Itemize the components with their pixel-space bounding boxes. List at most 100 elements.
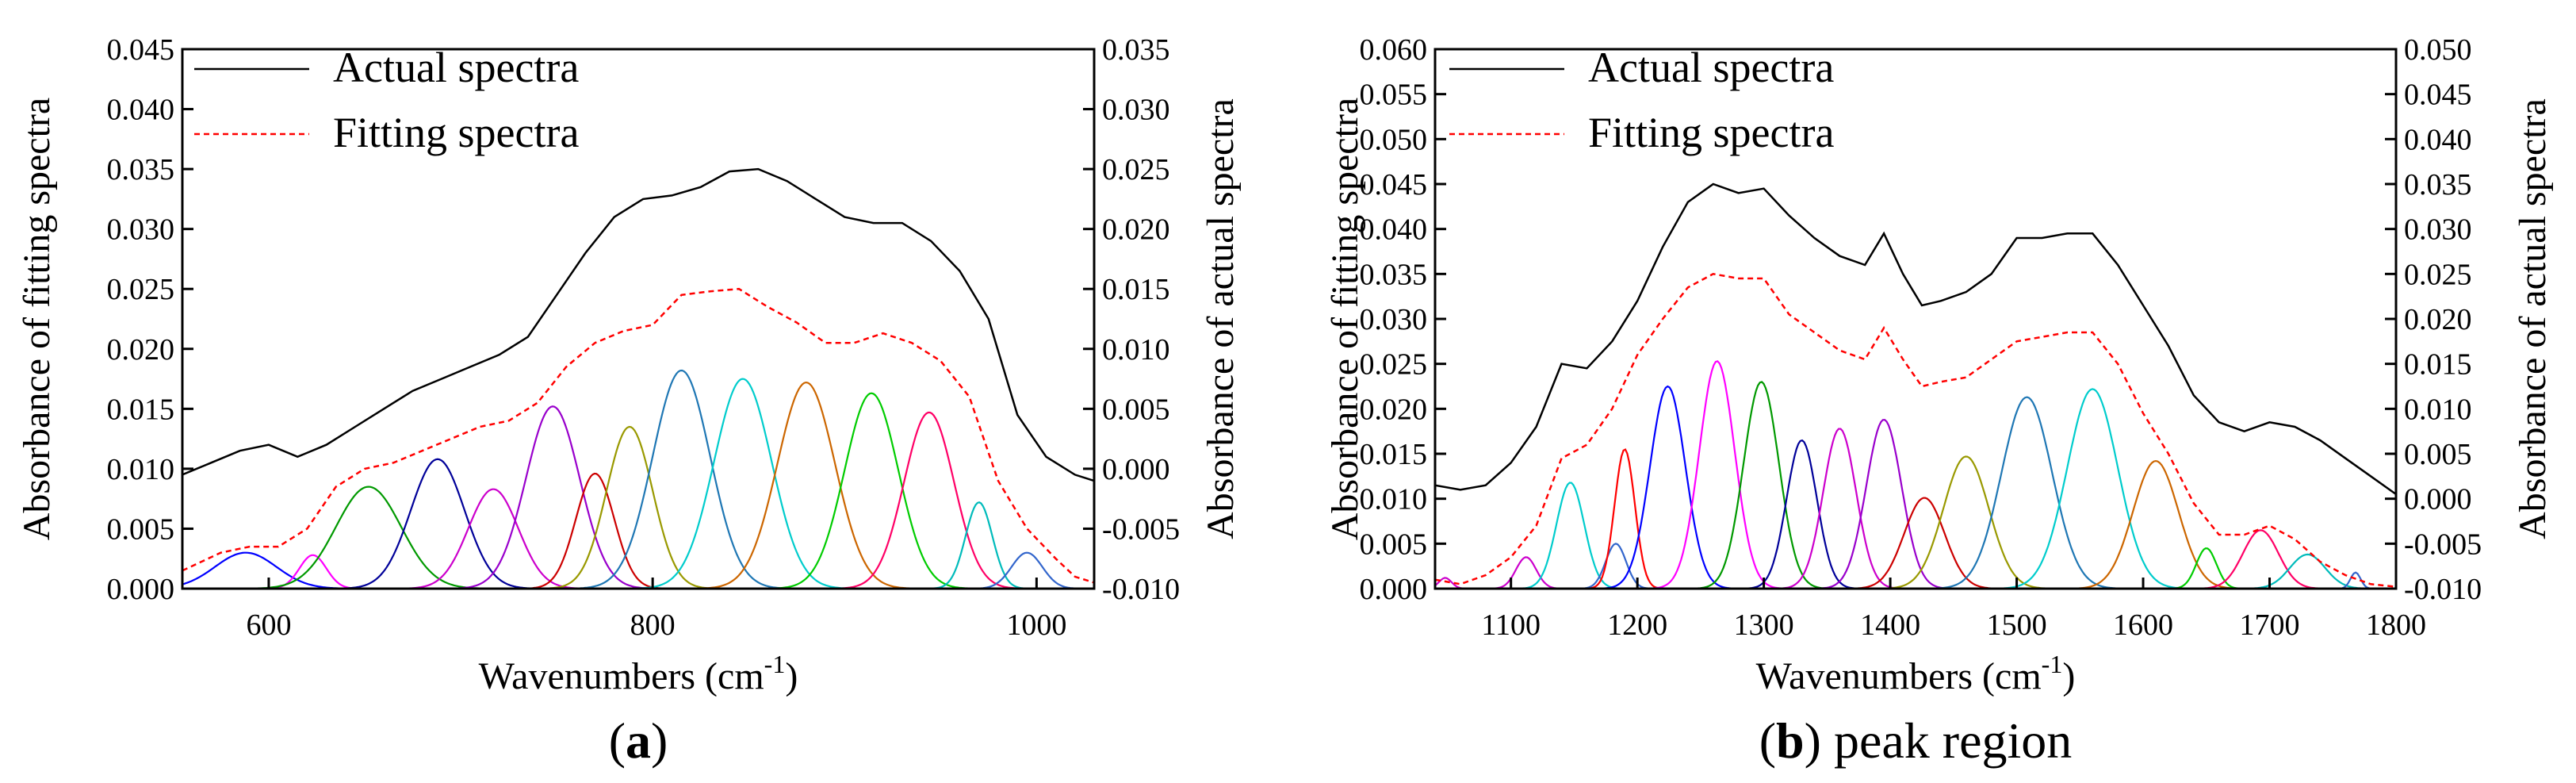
y-right-tick-label: 0.020 [2404, 303, 2472, 336]
x-axis-title-sup: -1 [764, 650, 786, 678]
x-tick-label: 1800 [2366, 608, 2426, 642]
y-right-tick-label: 0.000 [2404, 483, 2472, 516]
y-right-tick-label: 0.015 [2404, 348, 2472, 382]
legend-label: Fitting spectra [1588, 109, 1834, 156]
component-peak-10 [1435, 428, 2396, 589]
legend-label: Fitting spectra [333, 109, 579, 156]
component-peak-19 [1435, 553, 2396, 589]
y-left-axis-title: Absorbance of fitting spectra [1324, 98, 1366, 540]
x-tick-label: 1700 [2240, 608, 2300, 642]
caption-rest: ) peak region [1805, 712, 2073, 769]
y-right-tick-label: 0.010 [1102, 333, 1170, 367]
y-left-tick-label: 0.060 [1360, 33, 1428, 67]
y-right-tick-label: 0.030 [1102, 94, 1170, 127]
component-peak-9 [182, 369, 1093, 589]
y-right-tick-label: -0.010 [2404, 573, 2482, 606]
y-left-tick-label: 0.025 [107, 273, 175, 306]
x-axis-title-close: ) [2062, 655, 2075, 697]
y-right-tick-label: 0.005 [1102, 393, 1170, 426]
component-peak-12 [1435, 497, 2396, 589]
y-right-tick-label: 0.015 [1102, 273, 1170, 306]
x-tick-label: 1000 [1006, 608, 1066, 642]
component-peak-6 [182, 405, 1093, 589]
component-peak-13 [1435, 455, 2396, 589]
y-right-tick-label: 0.010 [2404, 393, 2472, 426]
component-peak-14 [182, 501, 1093, 589]
plot-frame [181, 48, 1096, 590]
plot-area [1435, 182, 2396, 589]
legend-label: Actual spectra [333, 44, 579, 91]
x-tick-label: 1600 [2113, 608, 2173, 642]
component-peak-5 [1435, 448, 2396, 589]
y-left-tick-label: 0.040 [107, 94, 175, 127]
x-axis-title-sup: -1 [2042, 650, 2063, 678]
y-right-tick-label: 0.000 [1102, 453, 1170, 486]
x-axis-title: Wavenumbers (cm-1) [1756, 650, 2076, 697]
component-peak-1 [1435, 577, 2396, 589]
caption-open: ( [609, 712, 626, 769]
component-peak-7 [182, 472, 1093, 589]
panel-caption: (a) [609, 712, 668, 769]
x-tick-label: 1100 [1481, 608, 1541, 642]
chart-panel-a: 600 800 1000 0.000 0.005 0.010 0.015 0.020 0.025… [16, 33, 1242, 769]
y-left-tick-label: 0.015 [1360, 438, 1428, 471]
component-peak-4 [1435, 543, 2396, 589]
chart-panel-b: 1100 1200 1300 1400 1500 1600 1700 1800 0.000 0.0… [1324, 33, 2554, 769]
panel-caption: (b) peak region [1759, 712, 2073, 769]
component-peak-2 [1435, 556, 2396, 589]
y-right-tick-label: 0.005 [2404, 438, 2472, 471]
x-axis-title-close: ) [785, 655, 798, 697]
x-tick-label: 600 [246, 608, 291, 642]
x-tick-label: 1400 [1860, 608, 1920, 642]
y-right-tick-label: 0.025 [2404, 258, 2472, 291]
y-right-tick-label: 0.045 [2404, 79, 2472, 112]
y-right-tick-label: 0.040 [2404, 123, 2472, 156]
y-left-axis-title: Absorbance of fitting spectra [16, 98, 58, 540]
y-left-tick-label: 0.045 [107, 33, 175, 67]
y-left-tick-label: 0.000 [107, 573, 175, 606]
component-peak-16 [1435, 459, 2396, 589]
y-right-tick-label: -0.005 [2404, 528, 2482, 561]
caption-open: ( [1759, 712, 1776, 769]
legend-label: Actual spectra [1588, 44, 1834, 91]
caption-letter: a [626, 712, 651, 769]
y-left-tick-label: 0.020 [1360, 393, 1428, 426]
y-left-tick-label: 0.035 [107, 153, 175, 186]
y-left-tick-label: 0.030 [107, 213, 175, 247]
y-left-tick-label: 0.055 [1360, 79, 1428, 112]
y-left-tick-label: 0.025 [1360, 348, 1428, 382]
component-peak-2 [182, 554, 1093, 589]
x-tick-label: 1300 [1734, 608, 1794, 642]
y-left-tick-label: 0.010 [107, 453, 175, 486]
y-left-tick-label: 0.015 [107, 393, 175, 426]
y-left-tick-label: 0.045 [1360, 168, 1428, 202]
y-left-tick-label: 0.020 [107, 333, 175, 367]
component-peak-14 [1435, 396, 2396, 589]
component-peak-12 [182, 392, 1093, 589]
component-peak-8 [1435, 381, 2396, 589]
x-tick-label: 800 [630, 608, 676, 642]
component-peak-13 [182, 411, 1093, 589]
y-right-axis-title: Absorbance of actual spectra [2512, 98, 2554, 539]
actual-spectra-line [1435, 182, 2396, 496]
y-left-tick-label: 0.005 [1360, 528, 1428, 561]
x-tick-label: 1200 [1607, 608, 1667, 642]
y-right-tick-label: 0.030 [2404, 213, 2472, 247]
y-right-tick-label: 0.020 [1102, 213, 1170, 247]
y-right-axis-title: Absorbance of actual spectra [1200, 98, 1242, 539]
component-peak-20 [1435, 571, 2396, 589]
component-peak-15 [1435, 388, 2396, 589]
y-right-tick-label: -0.010 [1102, 573, 1180, 606]
component-peak-6 [1435, 385, 2396, 589]
component-peak-8 [182, 425, 1093, 589]
plot-area [182, 167, 1094, 589]
x-axis-title: Wavenumbers (cm-1) [479, 650, 798, 697]
y-left-tick-label: 0.035 [1360, 258, 1428, 291]
component-peak-18 [1435, 529, 2396, 589]
y-left-tick-label: 0.030 [1360, 303, 1428, 336]
component-peak-9 [1435, 439, 2396, 589]
y-left-tick-label: 0.005 [107, 512, 175, 546]
y-right-tick-label: 0.035 [2404, 168, 2472, 202]
x-tick-label: 1500 [1987, 608, 2047, 642]
